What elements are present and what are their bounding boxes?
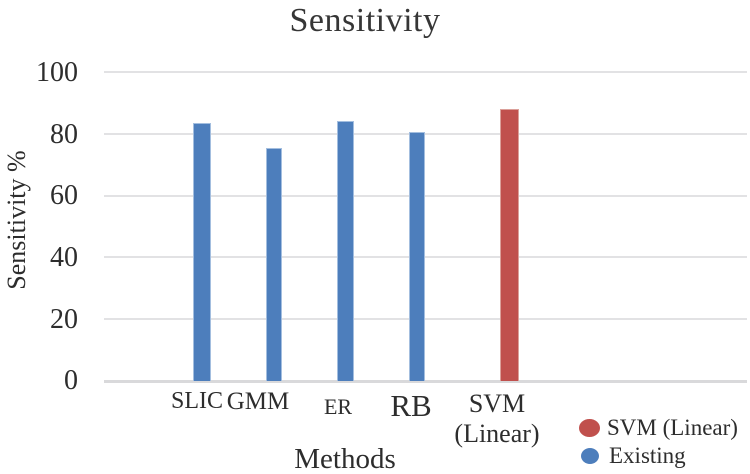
x-label-rb: RB [390, 388, 432, 423]
gridline-100 [104, 71, 747, 73]
x-label-gmm: GMM [226, 388, 290, 415]
bar-svm-linear [500, 109, 519, 381]
legend-label-svm-linear: SVM (Linear) [607, 415, 738, 440]
gridline-60 [104, 194, 747, 197]
y-tick-80: 80 [50, 119, 78, 150]
bar-slic [193, 123, 211, 381]
x-label-slic: SLIC [170, 388, 224, 414]
chart-title: Sensitivity [289, 2, 441, 39]
legend-marker-red-icon [579, 419, 600, 437]
y-tick-60: 60 [50, 180, 78, 211]
y-tick-20: 20 [50, 304, 78, 335]
y-tick-40: 40 [50, 242, 78, 273]
y-tick-100: 100 [36, 57, 78, 88]
gridline-40 [104, 256, 747, 259]
x-axis-title: Methods [294, 443, 396, 474]
chart-legend: SVM (Linear) Existing [579, 414, 738, 470]
x-label-er: ER [323, 394, 353, 419]
bar-rb [409, 132, 425, 381]
legend-item-svm-linear: SVM (Linear) [579, 414, 738, 442]
gridline-80 [104, 132, 747, 135]
legend-marker-blue-icon [581, 448, 599, 464]
bar-er [337, 121, 354, 381]
bar-gmm [266, 147, 282, 381]
legend-item-existing: Existing [579, 442, 738, 470]
x-axis-line [104, 380, 747, 383]
x-label-svm-linear: SVM (Linear) [454, 389, 540, 448]
legend-label-existing: Existing [609, 443, 686, 468]
y-tick-0: 0 [64, 365, 78, 396]
plot-area [104, 71, 747, 383]
gridline-20 [104, 318, 747, 321]
